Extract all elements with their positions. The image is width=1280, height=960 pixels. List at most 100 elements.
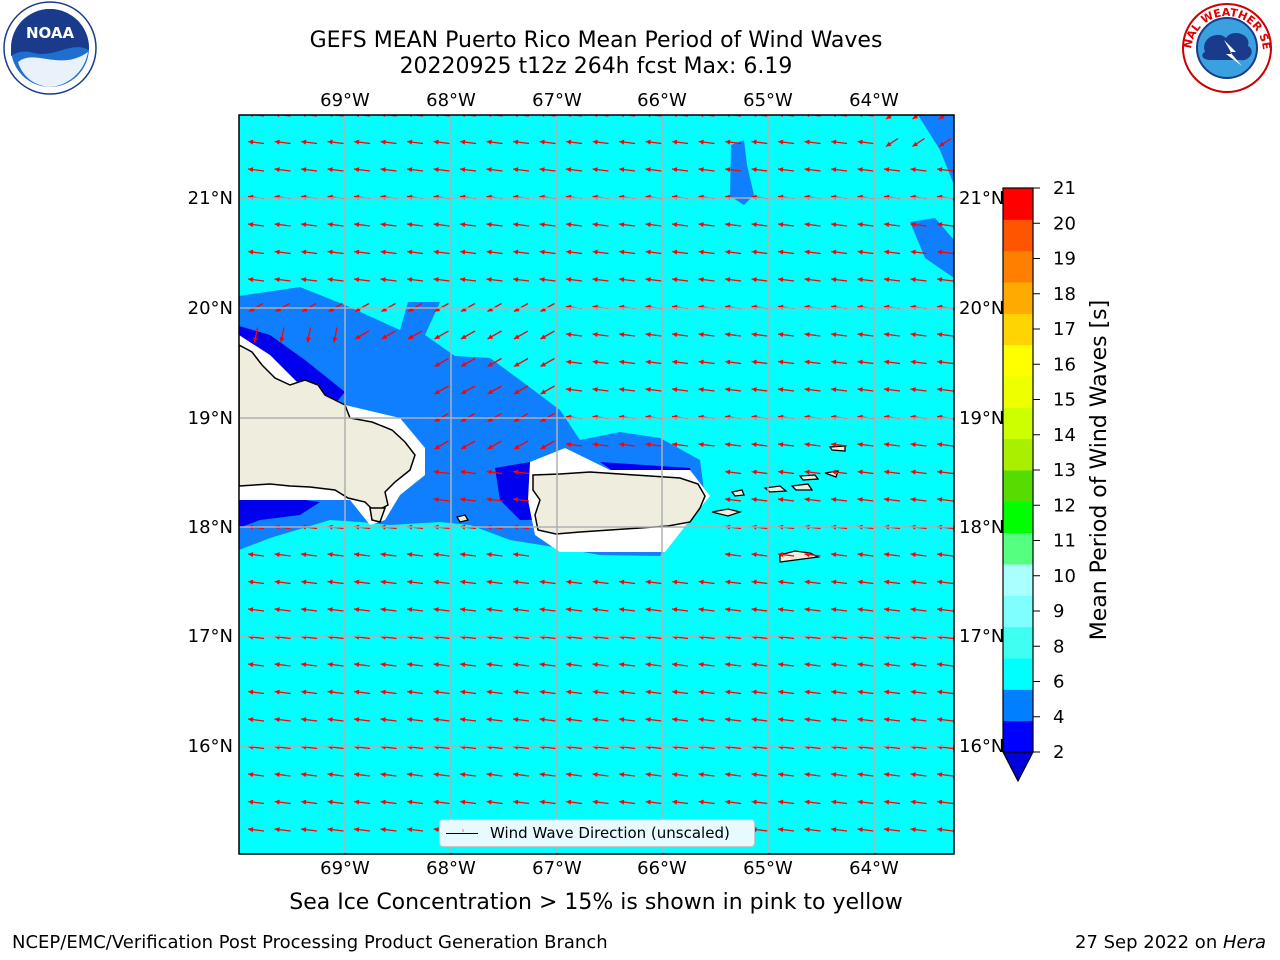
- lon-label: 68°W: [426, 858, 476, 879]
- wind-wave-arrowhead: [698, 249, 704, 255]
- colorbar-tick-label: 19: [1053, 249, 1076, 270]
- wind-wave-arrowhead: [884, 442, 890, 448]
- wind-wave-arrowhead: [354, 607, 360, 613]
- wind-wave-arrowhead: [698, 717, 704, 723]
- wind-wave-arrowhead: [886, 141, 892, 147]
- wind-wave-arrowhead: [751, 552, 757, 558]
- wind-wave-arrowhead: [301, 607, 307, 613]
- wind-wave-arrowhead: [884, 827, 890, 833]
- wind-wave-arrowhead: [274, 277, 280, 283]
- contour-period-2-4: [730, 140, 754, 205]
- wind-wave-arrowhead: [698, 359, 704, 365]
- wind-wave-arrowhead: [540, 389, 547, 394]
- wind-wave-arrowhead: [566, 139, 572, 145]
- wind-wave-arrowhead: [380, 607, 386, 613]
- lon-label: 67°W: [532, 858, 582, 879]
- wind-wave-arrowhead: [778, 139, 784, 145]
- wind-wave-arrowhead: [566, 772, 572, 778]
- wind-wave-arrowhead: [857, 689, 863, 695]
- wind-wave-arrowhead: [804, 689, 810, 695]
- wind-wave-arrowhead: [857, 607, 863, 613]
- wind-wave-arrowhead: [619, 249, 625, 255]
- wind-wave-arrowhead: [725, 662, 731, 668]
- wind-wave-arrowhead: [672, 167, 678, 173]
- wind-wave-arrowhead: [486, 469, 492, 475]
- wind-wave-arrowhead: [539, 139, 545, 145]
- wind-wave-arrowhead: [645, 332, 651, 338]
- wind-wave-arrowhead: [778, 827, 784, 833]
- wind-wave-arrowhead: [831, 772, 837, 778]
- wind-wave-arrowhead: [328, 306, 335, 312]
- wind-wave-arrowhead: [248, 772, 254, 778]
- wind-wave-arrowhead: [619, 139, 625, 145]
- wind-wave-arrowhead: [725, 167, 731, 173]
- wind-wave-arrowhead: [301, 827, 307, 833]
- wind-wave-arrowhead: [725, 139, 731, 145]
- lon-label: 64°W: [849, 90, 899, 111]
- lat-label: 17°N: [959, 626, 1004, 647]
- wind-wave-arrowhead: [831, 387, 837, 393]
- wind-wave-arrowhead: [327, 607, 333, 613]
- wind-wave-arrowhead: [672, 799, 678, 805]
- wind-wave-arrowhead: [487, 444, 494, 449]
- wind-wave-arrowhead: [884, 277, 890, 283]
- lon-label: 65°W: [743, 858, 793, 879]
- wind-wave-arrowhead: [354, 689, 360, 695]
- wind-wave-arrowhead: [301, 249, 307, 255]
- wind-wave-arrowhead: [751, 167, 757, 173]
- wind-wave-arrowhead: [460, 167, 466, 173]
- wind-wave-arrowhead: [831, 442, 837, 448]
- wind-wave-arrowhead: [274, 717, 280, 723]
- wind-wave-arrowhead: [248, 167, 254, 173]
- wind-wave-arrowhead: [857, 139, 863, 145]
- wind-wave-arrowhead: [645, 359, 651, 365]
- wind-wave-arrowhead: [884, 167, 890, 173]
- wind-wave-arrowhead: [884, 249, 890, 255]
- wind-wave-arrowhead: [751, 799, 757, 805]
- wind-wave-arrowhead: [804, 497, 810, 503]
- wind-wave-arrowhead: [831, 277, 837, 283]
- wind-wave-arrowhead: [487, 306, 494, 312]
- lon-label: 68°W: [426, 90, 476, 111]
- map-panel: [238, 114, 955, 855]
- wind-wave-arrowhead: [937, 442, 943, 448]
- wind-wave-arrowhead: [698, 799, 704, 805]
- wind-wave-arrowhead: [910, 717, 916, 723]
- wind-wave-arrowhead: [380, 139, 386, 145]
- wind-wave-arrowhead: [354, 249, 360, 255]
- wind-wave-arrowhead: [804, 717, 810, 723]
- colorbar-under-triangle: [1002, 751, 1034, 783]
- wind-wave-arrowhead: [248, 717, 254, 723]
- wind-wave-arrowhead: [354, 167, 360, 173]
- wind-wave-arrowhead: [619, 277, 625, 283]
- wind-wave-arrowhead: [804, 387, 810, 393]
- wind-wave-arrowhead: [380, 689, 386, 695]
- wind-wave-arrowhead: [433, 827, 439, 833]
- wind-wave-arrowhead: [937, 689, 943, 695]
- wind-wave-arrowhead: [725, 277, 731, 283]
- wind-wave-arrowhead: [461, 389, 467, 394]
- wind-wave-arrowhead: [672, 387, 678, 393]
- wind-wave-arrowhead: [672, 579, 678, 585]
- colorbar-tick-label: 14: [1053, 425, 1076, 446]
- wind-wave-arrowhead: [354, 799, 360, 805]
- wind-wave-arrowhead: [274, 799, 280, 805]
- wind-wave-arrowhead: [592, 332, 598, 338]
- wind-wave-arrowhead: [566, 607, 572, 613]
- lon-label: 69°W: [320, 858, 370, 879]
- colorbar-cell: [1003, 532, 1033, 565]
- wind-wave-arrowhead: [804, 772, 810, 778]
- wind-wave-arrowhead: [698, 607, 704, 613]
- wind-wave-arrowhead: [937, 277, 943, 283]
- colorbar-tick-label: 9: [1053, 601, 1064, 622]
- wind-wave-arrowhead: [248, 552, 254, 558]
- island-vieques: [711, 508, 743, 517]
- wind-wave-arrowhead: [354, 139, 360, 145]
- wind-wave-arrowhead: [486, 717, 492, 723]
- wind-wave-arrowhead: [645, 139, 651, 145]
- wind-wave-arrowhead: [301, 139, 307, 145]
- colorbar-cell: [1003, 376, 1033, 408]
- wind-wave-arrowhead: [831, 359, 837, 365]
- colorbar-tick-label: 11: [1053, 531, 1076, 552]
- wind-wave-arrowhead: [725, 442, 731, 448]
